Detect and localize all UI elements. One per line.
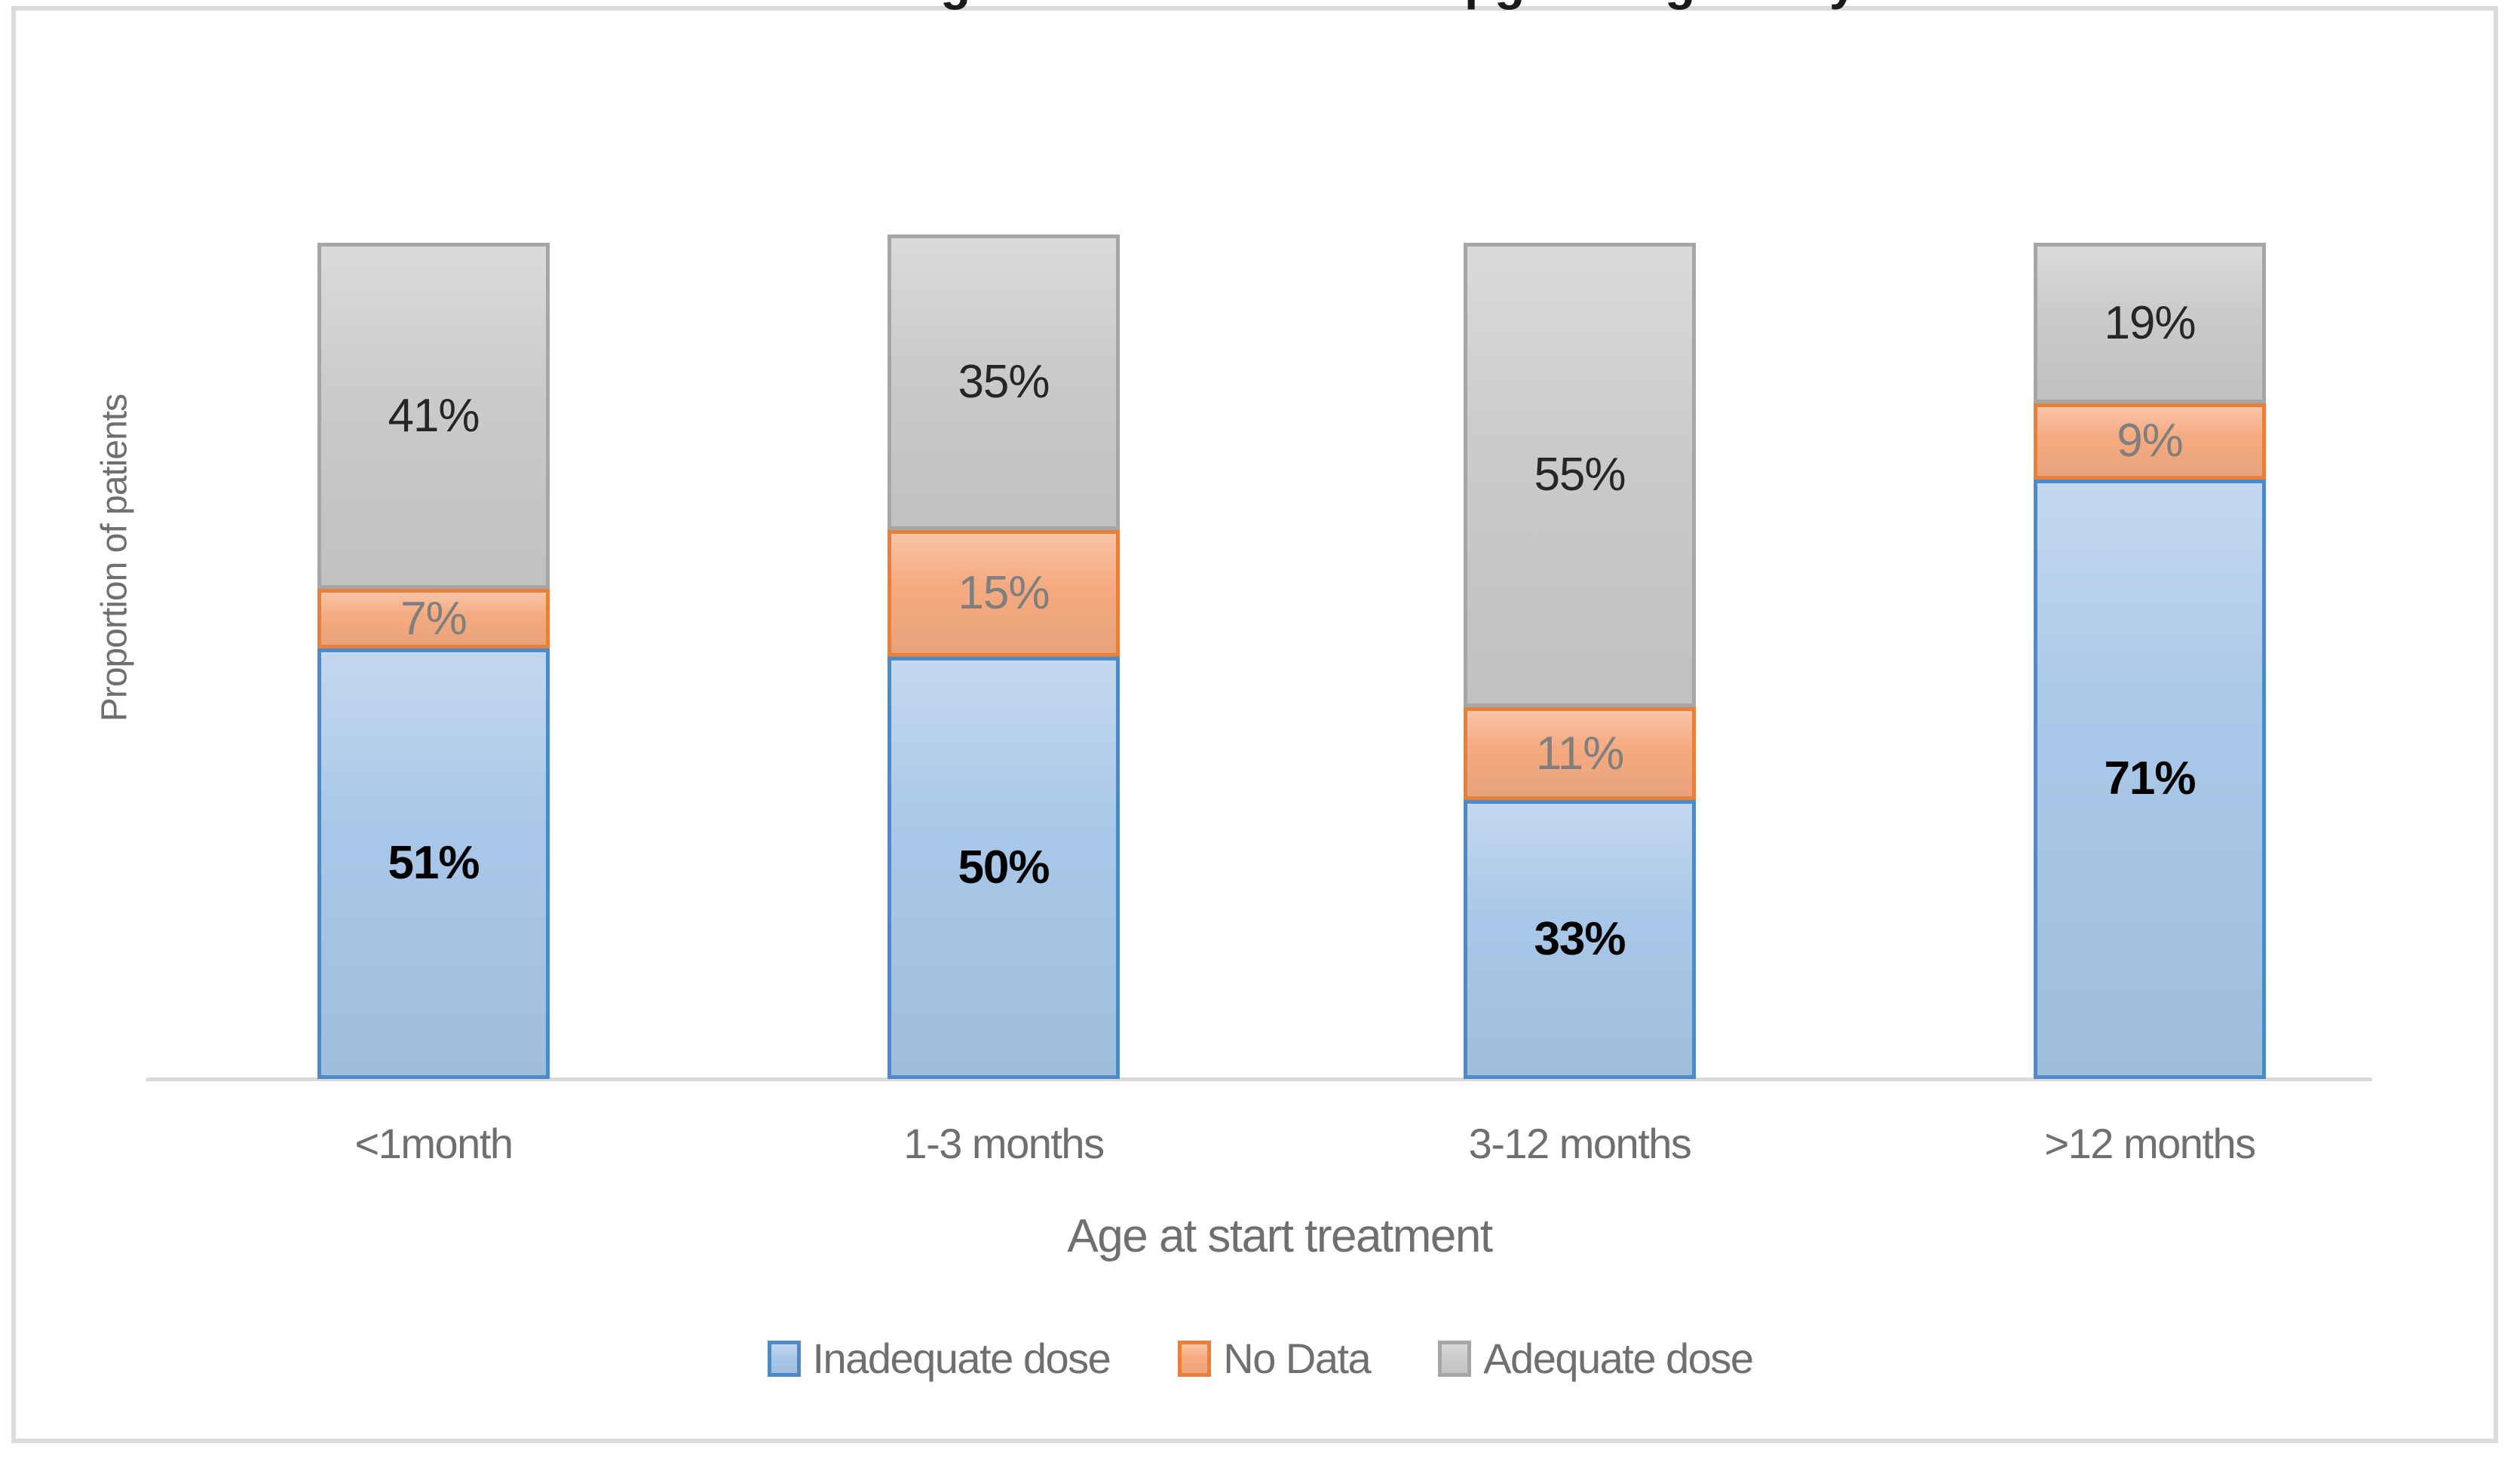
x-axis-line [146, 1077, 2372, 1081]
data-label-no-data: 9% [2117, 415, 2184, 467]
data-label-no-data: 11% [1535, 727, 1624, 780]
legend-item-adequate-dose: Adequate dose [1438, 1334, 1754, 1383]
data-label-adequate-dose: 55% [1534, 449, 1626, 501]
legend-label: Adequate dose [1483, 1335, 1754, 1382]
bar-segment-adequate-dose: 41% [317, 243, 550, 590]
bar-segment-adequate-dose: 55% [1464, 243, 1696, 708]
x-axis-tick-label: <1month [354, 1120, 514, 1167]
y-axis-title: Proportion of patients [94, 394, 135, 722]
clipped-title-glyph: y [1829, 0, 1857, 7]
bar-segment-no-data: 15% [888, 530, 1120, 657]
data-label-no-data: 15% [958, 567, 1050, 619]
bar-segment-inadequate-dose: 50% [888, 657, 1120, 1079]
clipped-title-glyph: g [1665, 0, 1695, 7]
legend-swatch-adequate-dose [1438, 1340, 1472, 1377]
bar-segment-inadequate-dose: 33% [1464, 800, 1696, 1079]
data-label-inadequate-dose: 50% [958, 841, 1050, 893]
legend-label: Inadequate dose [812, 1335, 1111, 1382]
legend-label: No Data [1223, 1335, 1371, 1382]
legend-item-inadequate-dose: Inadequate dose [767, 1334, 1111, 1383]
x-axis-tick-label: 3-12 months [1468, 1120, 1692, 1167]
data-label-adequate-dose: 19% [2104, 296, 2196, 349]
data-label-adequate-dose: 41% [388, 389, 480, 442]
data-label-inadequate-dose: 71% [2104, 752, 2196, 805]
legend-item-no-data: No Data [1178, 1334, 1372, 1383]
data-label-no-data: 7% [400, 592, 468, 645]
x-axis-tick-label: 1-3 months [903, 1120, 1105, 1167]
x-axis-tick-label: >12 months [2044, 1120, 2256, 1167]
bar-segment-no-data: 9% [2034, 403, 2266, 480]
bar-segment-adequate-dose: 35% [888, 234, 1120, 530]
bar-segment-no-data: 7% [317, 589, 550, 648]
bar-segment-no-data: 11% [1464, 707, 1696, 801]
legend: Inadequate dose No Data Adequate dose [0, 1334, 2520, 1383]
x-axis-title: Age at start treatment [1067, 1210, 1493, 1262]
clipped-title-glyph: g [940, 0, 970, 7]
legend-swatch-inadequate-dose [767, 1340, 801, 1377]
data-label-inadequate-dose: 33% [1534, 913, 1626, 966]
data-label-inadequate-dose: 51% [388, 837, 480, 890]
legend-swatch-no-data [1178, 1340, 1212, 1377]
clipped-title-glyph: p [1464, 0, 1495, 7]
bar-segment-inadequate-dose: 51% [317, 648, 550, 1079]
bar-segment-inadequate-dose: 71% [2034, 479, 2266, 1079]
bar-segment-adequate-dose: 19% [2034, 243, 2266, 403]
data-label-adequate-dose: 35% [958, 356, 1050, 408]
clipped-title-glyph: g [1495, 0, 1525, 7]
